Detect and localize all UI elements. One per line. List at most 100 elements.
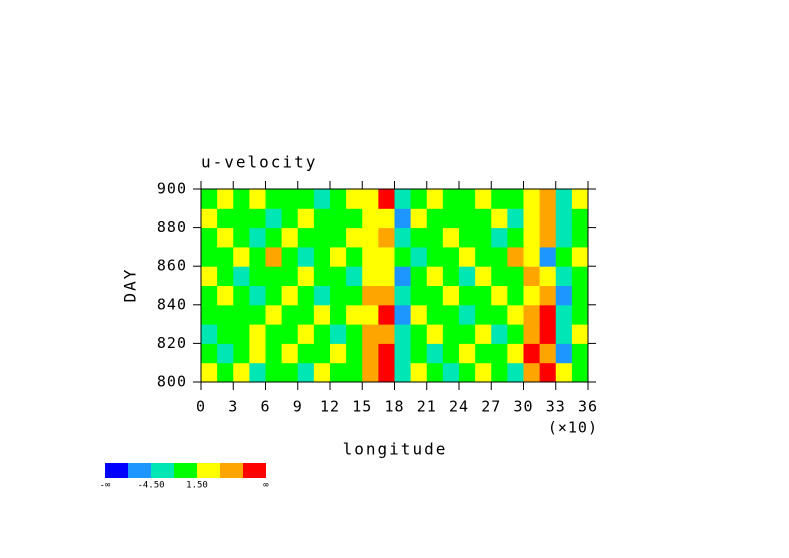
cell: [233, 246, 250, 267]
cell: [410, 208, 428, 229]
cell: [233, 343, 250, 364]
cell: [313, 208, 331, 229]
cell: [426, 189, 444, 209]
colorbar-swatch: [174, 463, 197, 478]
cell: [201, 285, 218, 306]
cell: [217, 266, 234, 286]
cell: [507, 362, 524, 383]
cell: [491, 304, 508, 325]
y-axis-label: DAY: [121, 268, 140, 303]
cell: [201, 246, 218, 267]
cell: [297, 343, 315, 364]
cell: [507, 266, 524, 286]
cell: [475, 208, 492, 229]
x-tick-label: 27: [481, 398, 501, 416]
cell: [426, 324, 444, 344]
cell: [491, 227, 508, 248]
cell: [281, 189, 299, 209]
cell: [507, 227, 524, 248]
cell: [249, 227, 266, 248]
cell: [297, 324, 315, 344]
cell: [539, 208, 557, 229]
cell: [313, 189, 331, 209]
cell: [426, 266, 444, 286]
cell: [217, 285, 234, 306]
cell: [555, 343, 573, 364]
cell: [410, 246, 428, 267]
colorbar-label: -4.50: [137, 481, 164, 491]
cell: [523, 362, 541, 383]
cell: [297, 246, 315, 267]
cell: [297, 362, 315, 383]
cell: [378, 343, 395, 364]
cell: [442, 304, 460, 325]
cell: [539, 189, 557, 209]
cell: [555, 227, 573, 248]
cell: [281, 227, 299, 248]
cell: [330, 304, 347, 325]
cell: [507, 189, 524, 209]
cell: [313, 343, 331, 364]
cell: [394, 285, 412, 306]
cell: [265, 246, 283, 267]
cell: [362, 189, 379, 209]
cell: [491, 189, 508, 209]
cell: [555, 208, 573, 229]
cell: [475, 246, 492, 267]
cell: [330, 208, 347, 229]
cell: [281, 208, 299, 229]
cell: [555, 362, 573, 383]
cell: [459, 266, 476, 286]
cell: [249, 266, 266, 286]
cell: [313, 362, 331, 383]
cell: [330, 266, 347, 286]
cell: [265, 362, 283, 383]
colorbar-swatch: [243, 463, 266, 478]
cell: [410, 324, 428, 344]
cell: [233, 324, 250, 344]
cell: [217, 189, 234, 209]
cell: [362, 246, 379, 267]
cell: [378, 208, 395, 229]
cell: [297, 208, 315, 229]
cell: [475, 362, 492, 383]
cell: [523, 304, 541, 325]
cell: [249, 246, 266, 267]
cell: [410, 285, 428, 306]
cell: [571, 246, 589, 267]
cell: [394, 189, 412, 209]
y-tick-label: 800: [157, 373, 187, 391]
cell: [571, 304, 589, 325]
cell: [442, 362, 460, 383]
cell: [281, 324, 299, 344]
cell: [555, 246, 573, 267]
cell: [491, 324, 508, 344]
cell: [491, 266, 508, 286]
cell: [571, 189, 589, 209]
cell: [201, 189, 218, 209]
cell: [378, 227, 395, 248]
x-tick-label: 9: [293, 398, 303, 416]
cell: [217, 208, 234, 229]
cell: [394, 343, 412, 364]
cell: [507, 246, 524, 267]
cell: [426, 304, 444, 325]
cell: [217, 362, 234, 383]
colorbar-swatch: [151, 463, 174, 478]
cell: [539, 266, 557, 286]
cell: [410, 362, 428, 383]
cell: [491, 285, 508, 306]
cell: [410, 227, 428, 248]
cell: [539, 324, 557, 344]
cell: [265, 266, 283, 286]
cell: [459, 227, 476, 248]
cell: [523, 343, 541, 364]
cell: [201, 227, 218, 248]
colorbar-swatch: [105, 463, 128, 478]
cell: [507, 285, 524, 306]
cell: [571, 208, 589, 229]
x-tick-label: 15: [352, 398, 372, 416]
cell: [459, 304, 476, 325]
cell: [330, 246, 347, 267]
cell: [442, 324, 460, 344]
